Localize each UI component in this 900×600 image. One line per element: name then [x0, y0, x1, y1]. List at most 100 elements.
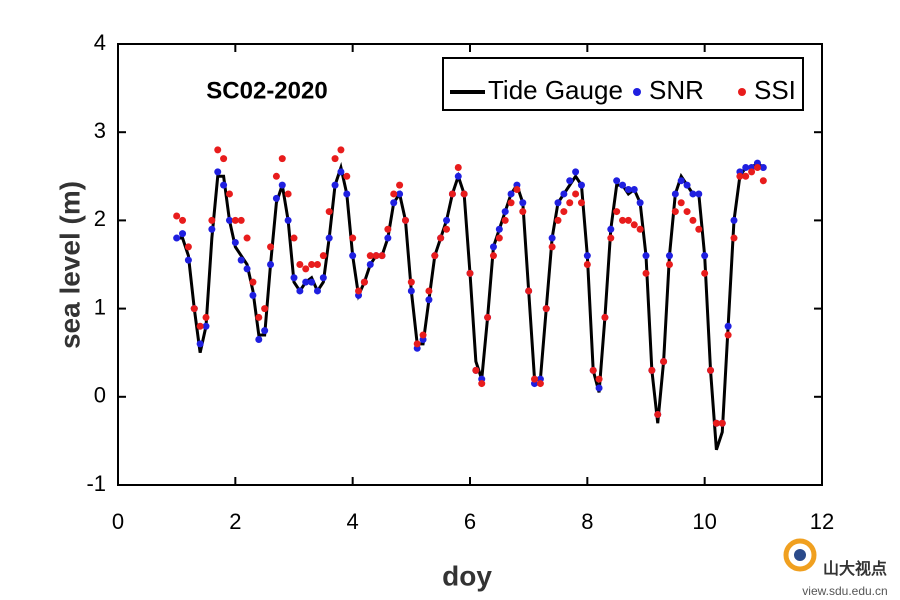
point [319, 274, 327, 282]
point [366, 252, 374, 260]
point [607, 225, 615, 233]
point [290, 274, 298, 282]
point [372, 252, 380, 260]
point [220, 155, 228, 163]
point [577, 181, 585, 189]
point [566, 199, 574, 207]
x-tick-label: 0 [112, 509, 124, 534]
watermark-logo [783, 538, 817, 572]
plot-frame [117, 43, 823, 486]
point [519, 199, 527, 207]
point [536, 380, 544, 388]
point [237, 216, 245, 224]
point [349, 252, 357, 260]
point [736, 172, 744, 180]
point [179, 216, 187, 224]
point [583, 252, 591, 260]
point [630, 186, 638, 194]
point [501, 208, 509, 216]
y-tick-label: -1 [86, 471, 106, 496]
point [730, 234, 738, 242]
point [689, 190, 697, 198]
point [214, 146, 222, 154]
point [695, 190, 703, 198]
point [748, 168, 756, 176]
point [184, 256, 192, 264]
point [331, 181, 339, 189]
point [173, 212, 181, 220]
point [396, 181, 404, 189]
point [337, 168, 345, 176]
point [595, 375, 603, 383]
point [572, 190, 580, 198]
point [501, 216, 509, 224]
point [384, 225, 392, 233]
point [366, 261, 374, 268]
point [724, 322, 732, 330]
point [489, 243, 497, 251]
point [296, 261, 304, 268]
point [695, 225, 703, 233]
point [290, 234, 298, 242]
point [407, 278, 415, 286]
point [384, 234, 392, 242]
point [677, 177, 685, 185]
watermark-logo-eye [794, 549, 806, 561]
point [437, 234, 445, 242]
point [624, 216, 632, 224]
point [671, 190, 679, 198]
point [255, 335, 263, 343]
point [272, 194, 280, 202]
y-tick-label: 3 [94, 118, 106, 143]
point [507, 190, 515, 198]
point [196, 322, 204, 330]
point [548, 243, 556, 251]
point [378, 252, 386, 260]
point [595, 384, 603, 392]
point [742, 172, 750, 180]
y-axis-label: sea level (m) [54, 181, 85, 349]
point [190, 305, 198, 313]
point [443, 216, 451, 224]
point [577, 199, 585, 207]
point [572, 168, 580, 176]
point [636, 225, 644, 233]
point [671, 208, 679, 216]
point [701, 269, 709, 277]
point [648, 366, 656, 374]
point [478, 380, 486, 388]
legend-swatch [738, 88, 746, 96]
legend-label: SNR [649, 75, 704, 105]
point [759, 177, 767, 185]
point [607, 234, 615, 242]
x-tick-label: 2 [229, 509, 241, 534]
point [267, 261, 275, 268]
point [624, 186, 632, 194]
point [460, 190, 468, 198]
point [513, 186, 521, 194]
point [261, 327, 269, 335]
point [660, 358, 668, 366]
point [665, 261, 673, 268]
point [489, 252, 497, 260]
point [308, 278, 316, 286]
point [231, 216, 239, 224]
point [225, 216, 233, 224]
point [642, 269, 650, 277]
point [284, 190, 292, 198]
legend-swatch [633, 88, 641, 96]
point [619, 216, 627, 224]
point [560, 190, 568, 198]
y-tick-label: 1 [94, 294, 106, 319]
point [208, 216, 216, 224]
point [319, 252, 327, 260]
watermark-url: view.sdu.edu.cn [802, 584, 887, 598]
point [179, 230, 187, 238]
point [495, 234, 503, 242]
point [390, 199, 398, 207]
point [302, 278, 310, 286]
point [484, 313, 492, 321]
point [196, 340, 204, 348]
point [267, 243, 275, 251]
